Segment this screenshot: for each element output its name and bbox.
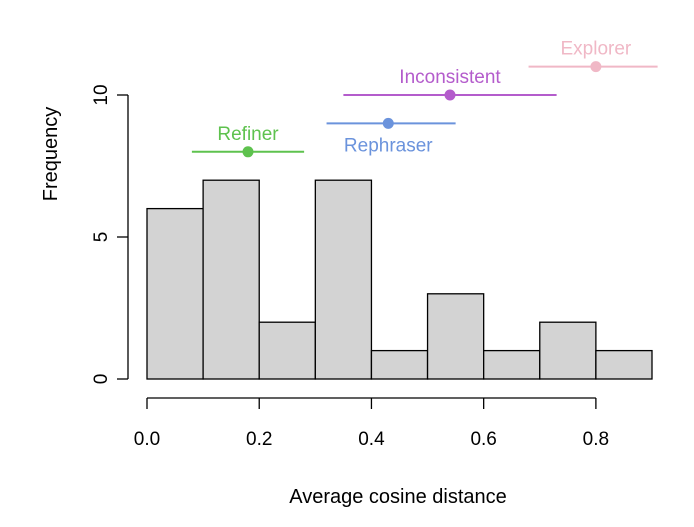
y-tick-label: 0 <box>91 374 112 385</box>
histogram-bar-8 <box>539 321 597 380</box>
annotations-group: Refiner Rephraser Inconsistent Explorer <box>191 39 658 158</box>
annotation-label-rephraser: Rephraser <box>344 135 433 156</box>
bars-group <box>146 179 653 380</box>
x-tick-label: 0.8 <box>583 429 609 450</box>
histogram-bar-9 <box>595 349 653 380</box>
y-axis-title: Frequency <box>40 107 62 202</box>
x-tick-label: 0.2 <box>246 429 272 450</box>
histogram-bar-4 <box>314 179 373 380</box>
histogram-bar-7 <box>483 349 541 380</box>
annotation-label-explorer: Explorer <box>561 39 632 60</box>
histogram-bar-1 <box>146 207 204 380</box>
x-tick-label: 0.6 <box>470 429 496 450</box>
y-tick-label: 5 <box>91 232 112 243</box>
x-tick-label: 0.0 <box>134 429 160 450</box>
y-tick-label: 10 <box>91 84 112 105</box>
histogram-bar-3 <box>258 321 316 380</box>
point-explorer <box>590 61 602 73</box>
point-rephraser <box>382 117 394 129</box>
x-axis: 0.0 0.2 0.4 0.6 0.8 <box>134 397 609 450</box>
x-tick-label: 0.4 <box>358 429 385 450</box>
histogram-bar-2 <box>202 179 260 380</box>
point-refiner <box>242 146 254 158</box>
y-axis: 0 5 10 <box>91 84 129 385</box>
annotation-label-inconsistent: Inconsistent <box>399 67 501 88</box>
annotation-label-refiner: Refiner <box>217 124 279 145</box>
x-axis-title: Average cosine distance <box>289 486 507 508</box>
histogram-bar-6 <box>426 293 485 380</box>
histogram-bar-5 <box>370 349 429 380</box>
point-inconsistent <box>444 89 456 101</box>
